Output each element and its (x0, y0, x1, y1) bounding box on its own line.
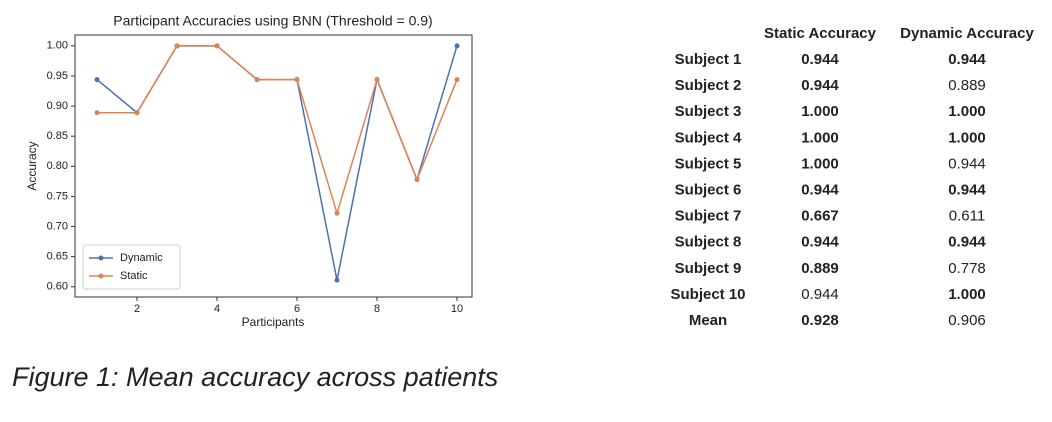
point (174, 43, 180, 49)
table-cell: 0.944 (801, 51, 839, 68)
x-tick-label: 8 (374, 303, 380, 315)
table-cell: 0.944 (801, 234, 839, 251)
row-label: Subject 5 (675, 155, 742, 172)
x-axis-label: Participants (242, 315, 305, 329)
table-cell: 1.000 (801, 129, 839, 146)
chart-title: Participant Accuracies using BNN (Thresh… (113, 13, 432, 29)
table-cell: 0.944 (801, 286, 839, 303)
y-tick-label: 0.75 (47, 190, 68, 202)
row-label: Subject 2 (675, 77, 742, 94)
row-label: Subject 7 (675, 208, 742, 225)
x-tick-label: 4 (214, 303, 220, 315)
point (294, 77, 300, 83)
legend-marker (98, 273, 104, 279)
row-label: Subject 8 (675, 234, 742, 251)
point (414, 177, 420, 183)
table-cell: 1.000 (801, 155, 839, 172)
table-cell: 0.906 (948, 312, 986, 329)
y-tick-label: 0.60 (47, 281, 68, 293)
table-cell: 0.928 (801, 312, 839, 329)
legend-label: Static (120, 270, 148, 282)
row-label: Mean (689, 312, 727, 329)
legend-label: Dynamic (120, 252, 163, 264)
table-cell: 0.944 (801, 77, 839, 94)
table-cell: 0.944 (948, 181, 986, 198)
table-cell: 0.944 (948, 155, 986, 172)
table-header: Static Accuracy (764, 25, 877, 42)
y-tick-label: 0.70 (47, 220, 68, 232)
table-cell: 0.889 (801, 260, 839, 277)
row-label: Subject 4 (675, 129, 742, 146)
row-label: Subject 3 (675, 103, 742, 120)
y-tick-label: 0.85 (47, 130, 68, 142)
row-label: Subject 1 (675, 51, 742, 68)
x-tick-label: 6 (294, 303, 300, 315)
point (454, 43, 460, 49)
point (454, 77, 460, 83)
table-cell: 0.611 (949, 208, 985, 225)
table-header: Dynamic Accuracy (900, 25, 1034, 42)
y-tick-label: 0.80 (47, 160, 68, 172)
point (334, 210, 340, 216)
point (254, 77, 260, 83)
table-cell: 1.000 (801, 103, 839, 120)
point (334, 277, 340, 283)
y-axis-label: Accuracy (25, 141, 39, 190)
table-cell: 0.944 (801, 181, 839, 198)
caption: Figure 1: Mean accuracy across patients (12, 362, 499, 392)
row-label: Subject 6 (675, 181, 742, 198)
table-cell: 0.944 (948, 234, 986, 251)
y-tick-label: 1.00 (47, 40, 68, 52)
table-cell: 0.944 (948, 51, 986, 68)
row-label: Subject 9 (675, 260, 742, 277)
y-tick-label: 0.90 (47, 100, 68, 112)
point (94, 110, 100, 116)
table-cell: 1.000 (948, 103, 986, 120)
x-tick-label: 2 (134, 303, 140, 315)
y-tick-label: 0.65 (47, 251, 68, 263)
point (94, 77, 100, 83)
legend-marker (98, 255, 104, 261)
figure: Participant Accuracies using BNN (Thresh… (25, 13, 1034, 329)
legend-box (82, 244, 181, 290)
table-cell: 0.667 (801, 208, 839, 225)
row-label: Subject 10 (670, 286, 745, 303)
point (214, 43, 220, 49)
point (374, 77, 380, 83)
table-cell: 1.000 (948, 286, 986, 303)
line (97, 45, 458, 216)
table-cell: 0.889 (948, 77, 986, 94)
point (134, 110, 140, 116)
y-tick-label: 0.95 (47, 70, 68, 82)
table-cell: 0.778 (948, 260, 986, 277)
table-cell: 1.000 (948, 129, 986, 146)
x-tick-label: 10 (451, 303, 463, 315)
